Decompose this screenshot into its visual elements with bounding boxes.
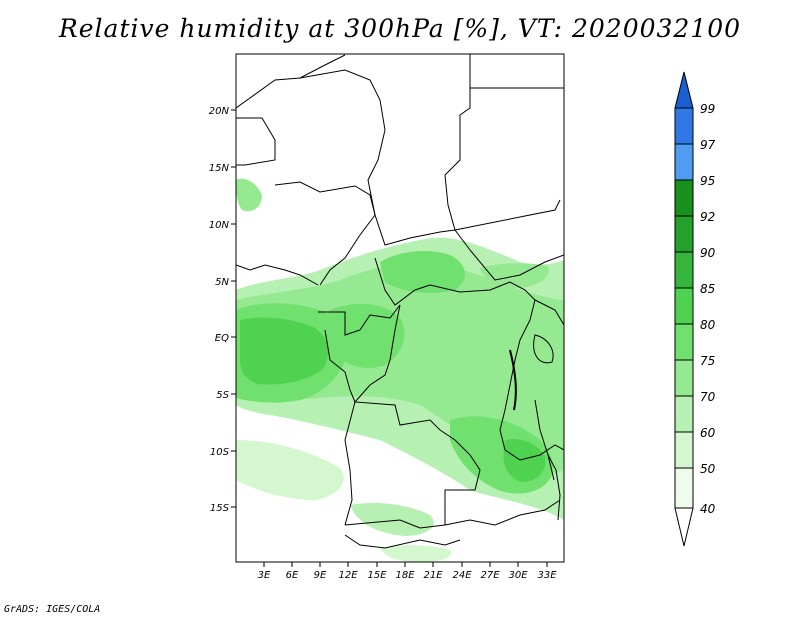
colorbar-label: 97 <box>700 138 716 152</box>
colorbar-top-arrow <box>674 71 694 109</box>
colorbar-label: 50 <box>700 462 716 476</box>
colorbar-label: 40 <box>700 502 716 516</box>
boundary-line <box>274 181 376 286</box>
boundary-line <box>374 257 536 306</box>
lon-tick-label: 27E <box>480 570 500 581</box>
lon-tick-label: 33E <box>537 570 557 581</box>
humidity-region <box>236 440 344 500</box>
lat-tick-label: 15N <box>209 163 230 174</box>
colorbar-cell <box>674 323 694 361</box>
lon-tick-label: 6E <box>286 570 299 581</box>
map-frame <box>235 53 565 563</box>
lon-tick-label: 21E <box>423 570 443 581</box>
boundary-line <box>344 401 356 526</box>
boundary-line <box>318 304 401 336</box>
humidity-region <box>380 250 466 293</box>
lon-tick-label: 24E <box>452 570 472 581</box>
colorbar-cell <box>674 467 694 509</box>
lat-tick-label: EQ <box>215 333 229 344</box>
colorbar-cell <box>674 395 694 433</box>
boundary-line <box>509 349 517 411</box>
colorbar-cell <box>674 359 694 397</box>
colorbar-cell <box>674 251 694 289</box>
boundary-line <box>444 54 471 231</box>
latitude-axis: 20N 15N 10N 5N EQ 5S 10S 15S <box>209 106 236 514</box>
colorbar-label: 85 <box>700 282 715 296</box>
boundary-line <box>299 69 386 216</box>
colorbar-cell <box>674 215 694 253</box>
humidity-region <box>240 317 329 385</box>
lat-tick-label: 20N <box>209 106 230 117</box>
lon-tick-label: 30E <box>508 570 528 581</box>
colorbar-label: 80 <box>700 318 716 332</box>
humidity-shading <box>236 178 564 562</box>
lon-tick-label: 3E <box>258 570 271 581</box>
lat-tick-label: 15S <box>210 503 230 514</box>
humidity-region <box>326 303 405 368</box>
boundary-line <box>353 304 441 431</box>
humidity-region <box>380 545 451 562</box>
humidity-region <box>503 438 546 482</box>
boundary-line <box>374 214 564 281</box>
boundary-line <box>534 299 564 326</box>
colorbar-label: 95 <box>700 174 715 188</box>
grads-credit: GrADS: IGES/COLA <box>4 604 101 615</box>
boundary-line <box>324 329 356 403</box>
colorbar-label: 99 <box>700 102 715 116</box>
colorbar-label: 70 <box>700 390 716 404</box>
longitude-axis: 3E 6E 9E 12E 15E 18E 21E 24E 27E 30E 33E <box>258 562 557 581</box>
country-boundaries <box>236 54 564 549</box>
colorbar-bottom-arrow <box>674 507 694 547</box>
humidity-region <box>350 503 434 536</box>
boundary-line <box>236 264 319 286</box>
boundary-line <box>504 444 564 461</box>
map-title: Relative humidity at 300hPa [%], VT: 202… <box>58 14 742 43</box>
colorbar-label: 90 <box>700 246 716 260</box>
colorbar: 99 97 95 92 90 85 80 75 70 60 50 40 <box>674 71 716 547</box>
boundary-line <box>547 454 561 521</box>
colorbar-label: 60 <box>700 426 716 440</box>
boundary-line <box>439 429 481 525</box>
boundary-line <box>344 499 561 529</box>
boundary-line <box>533 334 554 364</box>
lat-tick-label: 5N <box>215 277 229 288</box>
colorbar-cell <box>674 179 694 217</box>
colorbar-label: 75 <box>700 354 715 368</box>
colorbar-cell <box>674 287 694 325</box>
boundary-line <box>499 299 536 451</box>
lon-tick-label: 18E <box>395 570 415 581</box>
lon-tick-label: 15E <box>367 570 387 581</box>
lon-tick-label: 12E <box>338 570 358 581</box>
colorbar-cell <box>674 431 694 469</box>
boundary-line <box>236 54 346 109</box>
boundary-line <box>534 399 555 481</box>
colorbar-cell <box>674 107 694 145</box>
boundary-line <box>454 199 561 231</box>
boundary-line <box>236 117 276 166</box>
humidity-region <box>236 178 262 212</box>
colorbar-label: 92 <box>700 210 715 224</box>
lat-tick-label: 10N <box>209 220 230 231</box>
lat-tick-label: 10S <box>210 447 230 458</box>
boundary-line <box>344 534 461 549</box>
humidity-region <box>518 315 562 381</box>
lat-tick-label: 5S <box>216 390 229 401</box>
lon-tick-label: 9E <box>314 570 327 581</box>
colorbar-cell <box>674 143 694 181</box>
